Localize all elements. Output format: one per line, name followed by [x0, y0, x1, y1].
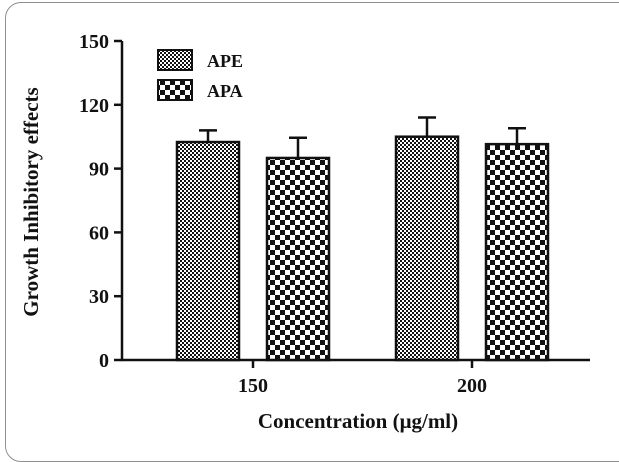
legend-label-ape: APE — [207, 51, 243, 71]
legend-label-apa: APA — [207, 81, 243, 101]
y-axis-label: Growth Inhibitory effects — [19, 87, 43, 316]
legend-swatch-apa — [157, 79, 193, 101]
x-tick-label: 150 — [238, 375, 268, 397]
y-tick-label: 120 — [79, 95, 109, 117]
y-tick-label: 150 — [79, 31, 109, 53]
bar-apa-150 — [265, 156, 331, 362]
bar-ape-150 — [175, 140, 241, 362]
bar-chart: 0 30 60 90 120 150 150 200 APE APA Growth Inhibi… — [19, 31, 590, 433]
y-tick-label: 60 — [89, 222, 109, 244]
x-tick-label: 200 — [457, 375, 487, 397]
bar-apa-200 — [484, 142, 550, 362]
y-tick-label: 0 — [99, 350, 109, 372]
legend: APE APA — [157, 49, 243, 101]
x-axis-label: Concentration (μg/ml) — [258, 409, 458, 433]
y-tick-label: 90 — [89, 159, 109, 181]
legend-swatch-ape — [157, 49, 193, 71]
bar-ape-200 — [394, 135, 460, 362]
bars-group — [175, 116, 550, 362]
y-tick-label: 30 — [89, 286, 109, 308]
